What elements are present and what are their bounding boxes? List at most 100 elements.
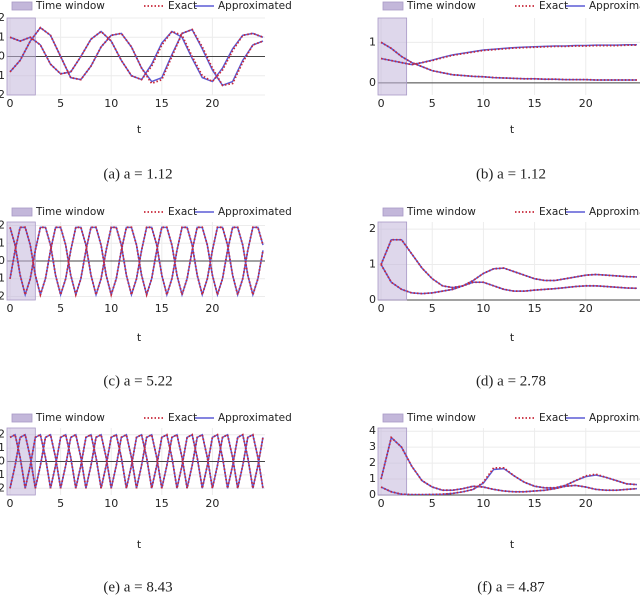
y-tick-label: 2 [0,11,5,24]
x-tick-label: 0 [7,97,14,110]
series-line [9,26,264,87]
y-tick-label: 1 [0,272,5,285]
x-tick-label: 20 [579,497,593,510]
legend-swatch [11,413,33,423]
x-tick-label: 15 [155,302,169,315]
y-tick-label: 2 [0,428,5,441]
x-tick-label: 15 [528,302,542,315]
legend-label: Approximated [218,0,292,12]
y-tick-label: 1 [0,468,5,481]
x-tick-label: 20 [205,302,219,315]
y-tick-label: 2 [0,481,5,494]
legend-label: Time window [35,206,105,218]
legend-swatch [11,207,33,217]
caption: (b) a = 1.12 [476,166,546,182]
x-tick-label: 5 [429,302,436,315]
x-tick-label: 15 [528,497,542,510]
legend-label: Exact [168,412,197,424]
x-tick-label: 20 [205,497,219,510]
x-tick-label: 20 [579,97,593,110]
series-line [9,30,264,83]
x-tick-label: 15 [155,97,169,110]
legend-swatch [382,413,404,423]
caption: (a) a = 1.12 [103,166,172,182]
legend-label: Time window [406,0,476,12]
y-tick-label: 2 [0,289,5,302]
legend-swatch [382,207,404,217]
series-line [380,238,637,292]
y-tick-label: 0 [369,76,376,89]
x-tick-label: 5 [57,497,64,510]
x-tick-label: 15 [528,97,542,110]
legend-label: Exact [168,206,197,218]
legend-swatch [382,1,404,11]
x-axis-label: t [137,538,142,551]
x-tick-label: 0 [378,497,385,510]
series-line [380,436,637,493]
x-tick-label: 10 [104,97,118,110]
x-tick-label: 0 [7,497,14,510]
legend-label: Exact [539,206,568,218]
y-tick-label: 0 [0,254,5,267]
legend-label: Approximated [589,0,640,12]
y-tick-label: 1 [0,69,5,82]
x-tick-label: 5 [429,97,436,110]
series-line [380,264,637,295]
caption: (f) a = 4.87 [477,579,545,595]
legend-label: Time window [35,0,105,12]
y-tick-label: 2 [369,222,376,235]
x-tick-label: 5 [429,497,436,510]
x-axis-label: t [510,331,515,344]
caption: (d) a = 2.78 [476,373,546,389]
y-tick-label: 4 [369,424,376,437]
legend-label: Approximated [218,412,292,424]
y-tick-label: 1 [369,472,376,485]
time-window [6,17,36,96]
x-tick-label: 0 [378,302,385,315]
series-line [9,433,264,489]
panel: 0 5 10 15 20 0 1 Time window Approximated Exact t (… [369,0,640,182]
legend-label: Approximated [218,206,292,218]
series-line [380,466,638,495]
series-line [380,238,637,293]
x-tick-label: 20 [579,302,593,315]
y-tick-label: 1 [0,30,5,43]
legend-label: Exact [168,0,197,12]
x-tick-label: 10 [476,497,490,510]
x-tick-label: 10 [476,302,490,315]
legend-label: Time window [406,206,476,218]
x-tick-label: 5 [57,97,64,110]
x-tick-label: 5 [57,302,64,315]
series-line [380,41,637,81]
x-axis-label: t [510,538,515,551]
x-axis-label: t [510,123,515,136]
series-line [380,435,638,493]
y-tick-label: 1 [369,258,376,271]
series-line [9,226,264,298]
y-tick-label: 0 [0,455,5,468]
x-tick-label: 0 [378,97,385,110]
legend-label: Time window [406,412,476,424]
x-axis-label: t [137,123,142,136]
legend-label: Exact [539,412,568,424]
y-tick-label: 2 [369,456,376,469]
caption: (e) a = 8.43 [103,579,172,595]
y-tick-label: 0 [369,488,376,501]
panel: 0 5 10 15 20 0 1 2 Time window Approximated Exact t… [369,206,640,389]
y-tick-label: 2 [0,219,5,232]
series-line [380,264,637,295]
y-tick-label: 1 [369,35,376,48]
x-tick-label: 20 [205,97,219,110]
y-tick-label: 0 [369,293,376,306]
legend-label: Exact [539,0,568,12]
y-tick-label: 2 [0,88,5,101]
series-line [9,433,264,489]
series-line [380,44,637,66]
y-tick-label: 0 [0,50,5,63]
